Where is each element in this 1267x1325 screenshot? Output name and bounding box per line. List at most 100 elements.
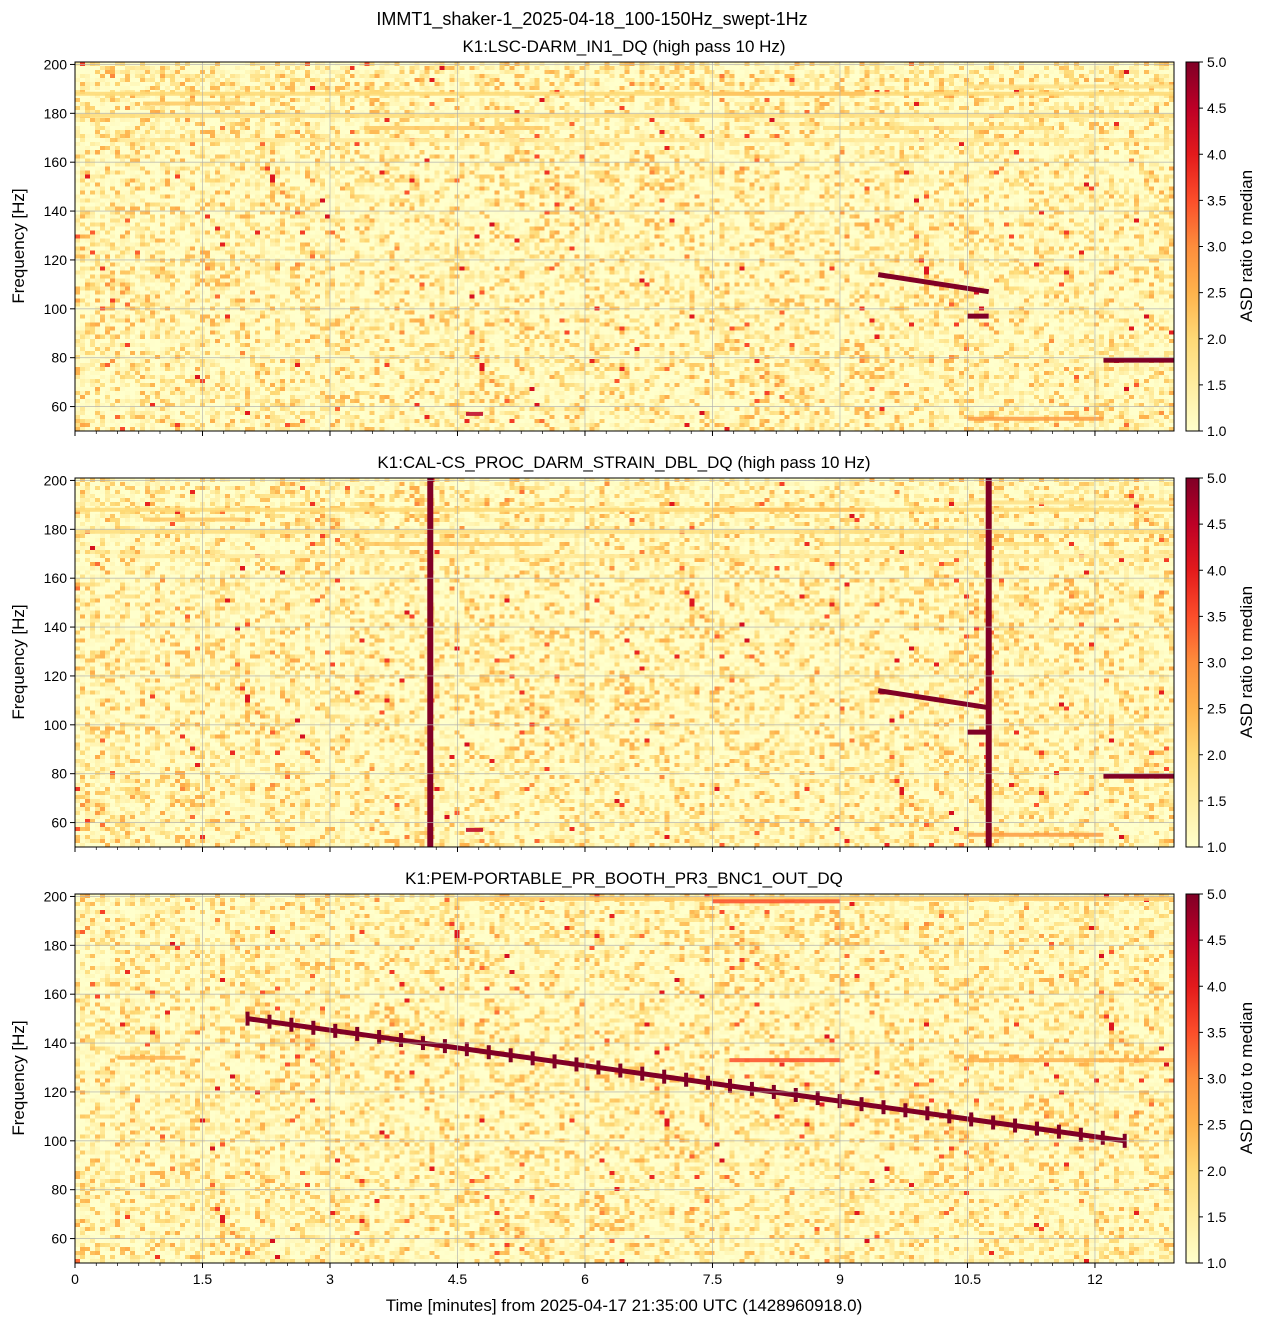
colorbar-tick-label: 4.5 — [1207, 516, 1227, 532]
injection-step-marker — [1056, 1124, 1061, 1139]
y-tick-label: 80 — [51, 350, 67, 366]
colorbar-label: ASD ratio to median — [1237, 170, 1256, 322]
horizontal-line-feature — [142, 517, 245, 522]
injection-line — [877, 688, 990, 711]
colorbar-tick-label: 2.5 — [1207, 285, 1227, 301]
colorbar-tick-label: 2.0 — [1207, 331, 1227, 347]
injection-step-marker — [464, 1042, 469, 1057]
x-tick-label: 9 — [836, 1271, 844, 1287]
colorbar-tick-label: 3.0 — [1207, 1071, 1227, 1087]
colorbar-tick-label: 3.0 — [1207, 239, 1227, 255]
y-tick-label: 140 — [44, 619, 68, 635]
colorbar-tick-label: 4.0 — [1207, 146, 1227, 162]
injection-step-marker — [991, 1115, 996, 1130]
injection-step-marker — [399, 1033, 404, 1048]
horizontal-line-feature — [363, 125, 543, 130]
colorbar-tick-label: 3.5 — [1207, 192, 1227, 208]
colorbar-tick-label: 4.0 — [1207, 978, 1227, 994]
horizontal-line-feature — [75, 91, 1174, 96]
horizontal-line-feature — [712, 507, 866, 512]
colorbar: 1.0 1.5 2.0 2.5 3.0 3.5 4.0 4.5 5.0 — [1185, 54, 1227, 439]
injection-step-marker — [355, 1026, 360, 1041]
injection-line — [877, 272, 990, 295]
horizontal-line-feature — [457, 896, 1174, 901]
injection-step-marker — [662, 1069, 667, 1084]
y-tick-label: 100 — [44, 301, 68, 317]
panel-title: K1:PEM-PORTABLE_PR_BOOTH_PR3_BNC1_OUT_DQ — [405, 869, 843, 888]
panel-title: K1:CAL-CS_PROC_DARM_STRAIN_DBL_DQ (high … — [377, 453, 870, 472]
injection-step-marker — [377, 1029, 382, 1044]
y-tick-label: 160 — [44, 154, 68, 170]
y-tick-label: 60 — [51, 815, 67, 831]
injection-step-marker — [1100, 1130, 1105, 1145]
colorbar-tick-label: 1.0 — [1207, 839, 1227, 855]
horizontal-line-feature — [117, 1055, 186, 1060]
figure-suptitle: IMMT1_shaker-1_2025-04-18_100-150Hz_swep… — [376, 9, 807, 30]
injection-step-marker — [1034, 1121, 1039, 1136]
y-tick-label: 60 — [51, 399, 67, 415]
y-axis-label: Frequency [Hz] — [9, 1020, 28, 1135]
colorbar: 1.0 1.5 2.0 2.5 3.0 3.5 4.0 4.5 5.0 — [1185, 886, 1227, 1271]
y-tick-label: 200 — [44, 888, 68, 904]
y-tick-label: 160 — [44, 986, 68, 1002]
injection-step-marker — [289, 1017, 294, 1032]
spectrogram-background — [75, 62, 1174, 431]
horizontal-line-feature — [75, 113, 1174, 118]
x-tick-label: 4.5 — [448, 1271, 468, 1287]
injection-step-marker — [311, 1020, 316, 1035]
colorbar-gradient — [1185, 893, 1200, 1264]
horizontal-line-feature — [465, 411, 483, 416]
colorbar-tick-label: 4.0 — [1207, 562, 1227, 578]
spectrogram-plot: 60 80 100 120 140 160 180 200 0 1.5 3 4.5 6 7.5 9 10.5 1… — [44, 888, 1175, 1287]
horizontal-line-feature — [729, 1058, 840, 1063]
y-tick-label: 120 — [44, 1084, 68, 1100]
x-tick-label: 10.5 — [954, 1271, 981, 1287]
colorbar-tick-label: 3.5 — [1207, 608, 1227, 624]
horizontal-line-feature — [142, 101, 245, 106]
horizontal-line-feature — [967, 84, 1174, 89]
horizontal-line-feature — [822, 125, 1053, 130]
x-tick-label: 12 — [1087, 1271, 1103, 1287]
spectrogram-plot: 60 80 100 120 140 160 180 200 — [44, 56, 1175, 436]
y-tick-label: 60 — [51, 1231, 67, 1247]
plot-frame — [74, 477, 1175, 848]
colorbar-tick-label: 4.5 — [1207, 932, 1227, 948]
y-tick-label: 140 — [44, 1035, 68, 1051]
spectrogram-plot: 60 80 100 120 140 160 180 200 — [44, 472, 1175, 852]
colorbar-tick-label: 1.0 — [1207, 423, 1227, 439]
colorbar-tick-label: 2.5 — [1207, 701, 1227, 717]
x-tick-label: 3 — [326, 1271, 334, 1287]
injection-step-marker — [245, 1011, 250, 1026]
y-tick-label: 160 — [44, 570, 68, 586]
horizontal-line-feature — [967, 500, 1174, 505]
horizontal-line-feature — [712, 91, 866, 96]
injection-step-marker — [859, 1097, 864, 1112]
plot-frame — [74, 61, 1175, 432]
colorbar-tick-label: 2.5 — [1207, 1117, 1227, 1133]
injection-step-marker — [530, 1051, 535, 1066]
spectrogram-features — [117, 896, 1174, 1148]
horizontal-line-feature — [712, 899, 840, 904]
injection-step-marker — [793, 1087, 798, 1102]
injection-step-marker — [947, 1109, 952, 1124]
colorbar-tick-label: 5.0 — [1207, 470, 1227, 486]
colorbar-tick-label: 2.0 — [1207, 1163, 1227, 1179]
horizontal-line-feature — [967, 832, 1104, 837]
y-tick-label: 100 — [44, 1133, 68, 1149]
broadband-glitch — [985, 478, 992, 847]
broadband-glitch — [427, 478, 434, 847]
colorbar-tick-label: 3.5 — [1207, 1024, 1227, 1040]
horizontal-line-feature — [75, 529, 1174, 534]
y-axis-label: Frequency [Hz] — [9, 604, 28, 719]
colorbar-tick-label: 1.5 — [1207, 1209, 1227, 1225]
colorbar-gradient — [1185, 477, 1200, 848]
y-tick-label: 180 — [44, 937, 68, 953]
horizontal-line-feature — [75, 507, 1174, 512]
x-tick-label: 0 — [71, 1271, 79, 1287]
panel-pem-portable: K1:PEM-PORTABLE_PR_BOOTH_PR3_BNC1_OUT_DQ… — [9, 869, 1256, 1287]
horizontal-line-feature — [363, 541, 543, 546]
injection-step-marker — [815, 1091, 820, 1106]
y-tick-label: 200 — [44, 472, 68, 488]
colorbar-label: ASD ratio to median — [1237, 1002, 1256, 1154]
